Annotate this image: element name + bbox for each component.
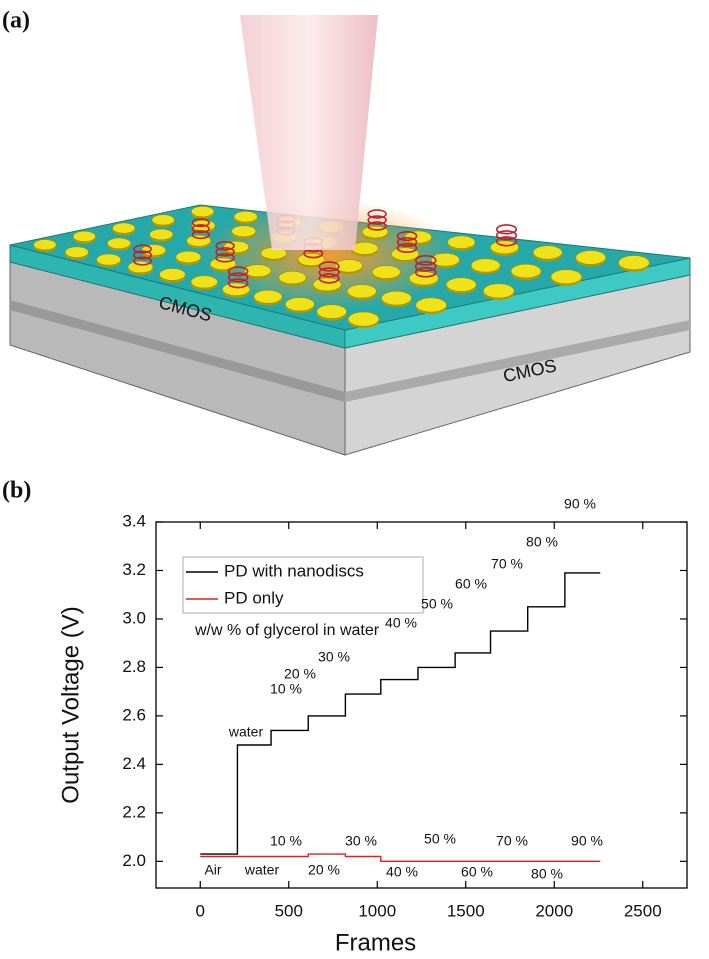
y-tick-label: 3.2 — [122, 560, 146, 579]
nanodisc — [551, 270, 582, 284]
nanodisc — [279, 271, 306, 284]
x-tick-label: 2500 — [624, 901, 662, 920]
nanodisc — [150, 229, 173, 240]
nanodisc — [191, 206, 214, 216]
nanodisc — [107, 238, 130, 249]
annotation: 70 % — [491, 556, 523, 572]
nanodisc — [483, 284, 514, 298]
data-line — [200, 854, 600, 861]
annotation: water — [244, 862, 280, 878]
x-tick-label: 500 — [275, 901, 303, 920]
nanodisc — [142, 245, 166, 256]
panel-label: (a) — [2, 8, 30, 34]
nanodisc — [448, 236, 475, 249]
figure: (a) CMOS CMOS (b) 0 500 1000 1500 2000 2500 2.… — [0, 0, 709, 959]
nanodisc — [619, 256, 650, 270]
nanodisc — [112, 223, 135, 233]
annotation: 10 % — [270, 833, 302, 849]
nanodisc — [446, 278, 476, 292]
y-axis-label: Output Voltage (V) — [57, 606, 84, 803]
x-tick-label: 0 — [196, 901, 205, 920]
annotation: 20 % — [308, 862, 340, 878]
nanodisc — [222, 283, 249, 296]
y-tick-label: 2.4 — [122, 754, 146, 773]
nanodisc — [391, 248, 418, 261]
x-tick-label: 1000 — [358, 901, 396, 920]
annotation: 40 % — [385, 615, 417, 631]
x-tick-label: 2000 — [535, 901, 573, 920]
nanodisc — [471, 259, 500, 272]
nanodisc — [347, 285, 376, 298]
nanodisc — [490, 241, 518, 254]
nanodisc — [533, 246, 562, 259]
legend-note: w/w % of glycerol in water — [194, 622, 380, 639]
nanodisc — [159, 269, 185, 281]
nanodisc — [65, 247, 88, 258]
y-tick-label: 2.0 — [122, 851, 146, 870]
illustration: CMOS CMOS — [10, 15, 690, 455]
x-tick-label: 1500 — [447, 901, 485, 920]
y-tick-label: 2.8 — [122, 657, 146, 676]
panel-label: (b) — [2, 478, 31, 504]
nanodisc — [372, 266, 400, 279]
nanodisc — [576, 251, 606, 265]
annotation: 90 % — [571, 833, 603, 849]
nanodisc — [416, 298, 447, 312]
annotation: 60 % — [455, 576, 487, 592]
nanodisc — [191, 276, 218, 288]
nanodisc — [254, 290, 282, 303]
annotation: 80 % — [526, 534, 558, 550]
annotation: Air — [204, 862, 221, 878]
nanodisc — [232, 226, 256, 237]
annotation: 50 % — [424, 831, 456, 847]
annotation: 30 % — [318, 649, 350, 665]
legend-label: PD with nanodiscs — [224, 561, 364, 580]
page: (a) CMOS CMOS (b) 0 500 1000 1500 2000 2500 2.… — [0, 0, 709, 959]
annotation: 50 % — [421, 596, 453, 612]
annotation: 60 % — [461, 864, 493, 880]
annotation: 20 % — [284, 666, 316, 682]
y-tick-label: 2.6 — [122, 705, 146, 724]
nanodisc — [97, 254, 121, 265]
nanodisc — [34, 240, 57, 250]
y-tick-label: 3.4 — [122, 511, 146, 530]
annotation: 80 % — [531, 866, 563, 882]
nanodisc — [234, 211, 257, 222]
nanodisc — [244, 265, 271, 277]
nanodisc — [285, 297, 314, 310]
y-tick-label: 2.2 — [122, 802, 146, 821]
spiral — [497, 225, 517, 234]
nanodisc — [381, 291, 411, 305]
x-axis-label: Frames — [335, 929, 416, 956]
annotation: 10 % — [270, 681, 302, 697]
y-tick-label: 3.0 — [122, 608, 146, 627]
nanodisc — [176, 251, 201, 263]
nanodisc — [409, 272, 438, 285]
annotation: 40 % — [386, 864, 418, 880]
nanodisc — [317, 305, 347, 319]
nanodisc — [73, 231, 96, 241]
legend-label: PD only — [224, 588, 284, 607]
annotation: water — [228, 724, 264, 740]
annotation: 90 % — [564, 496, 596, 512]
nanodisc — [224, 241, 249, 253]
nanodisc — [348, 312, 379, 326]
annotation: 70 % — [496, 833, 528, 849]
nanodisc — [511, 264, 541, 278]
nanodisc — [152, 215, 175, 225]
annotation: 30 % — [345, 833, 377, 849]
nanodisc — [313, 278, 341, 291]
